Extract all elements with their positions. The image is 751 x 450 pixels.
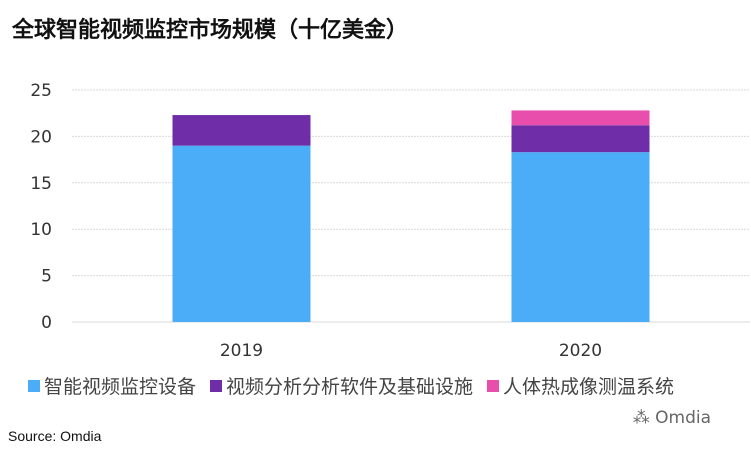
legend-swatch <box>487 379 500 392</box>
bar-segment <box>511 152 650 322</box>
y-tick-label: 5 <box>41 267 52 287</box>
x-tick-label: 2019 <box>220 341 263 361</box>
y-tick-label: 20 <box>30 127 52 147</box>
watermark: ⁂ Omdia <box>632 408 711 428</box>
legend-swatch <box>28 379 40 392</box>
chart-title: 全球智能视频监控市场规模（十亿美金） <box>12 17 409 43</box>
y-tick-label: 15 <box>30 174 52 194</box>
legend-label: 智能视频监控设备 <box>44 376 197 398</box>
bar-segment <box>172 115 311 146</box>
legend: 智能视频监控设备 视频分析分析软件及基础设施 人体热成像测温系统 <box>28 372 674 399</box>
legend-label: 视频分析分析软件及基础设施 <box>226 376 474 398</box>
chart-plot: 0 5 10 15 20 25 2019 2020 <box>30 81 750 361</box>
legend-swatch <box>210 379 223 392</box>
y-tick-label: 10 <box>30 220 52 240</box>
y-tick-label: 25 <box>30 81 52 101</box>
watermark-text: Omdia <box>655 408 711 428</box>
legend-label: 人体热成像测温系统 <box>503 376 675 398</box>
bar-segment <box>511 110 650 126</box>
legend-item: 人体热成像测温系统 <box>487 372 674 399</box>
bar-segment <box>511 125 650 153</box>
y-tick-label: 0 <box>41 313 52 333</box>
source-note: Source: Omdia <box>8 428 102 444</box>
x-tick-label: 2020 <box>559 341 602 361</box>
bar-segment <box>172 145 311 322</box>
legend-item: 智能视频监控设备 <box>28 372 196 399</box>
legend-item: 视频分析分析软件及基础设施 <box>210 372 473 399</box>
